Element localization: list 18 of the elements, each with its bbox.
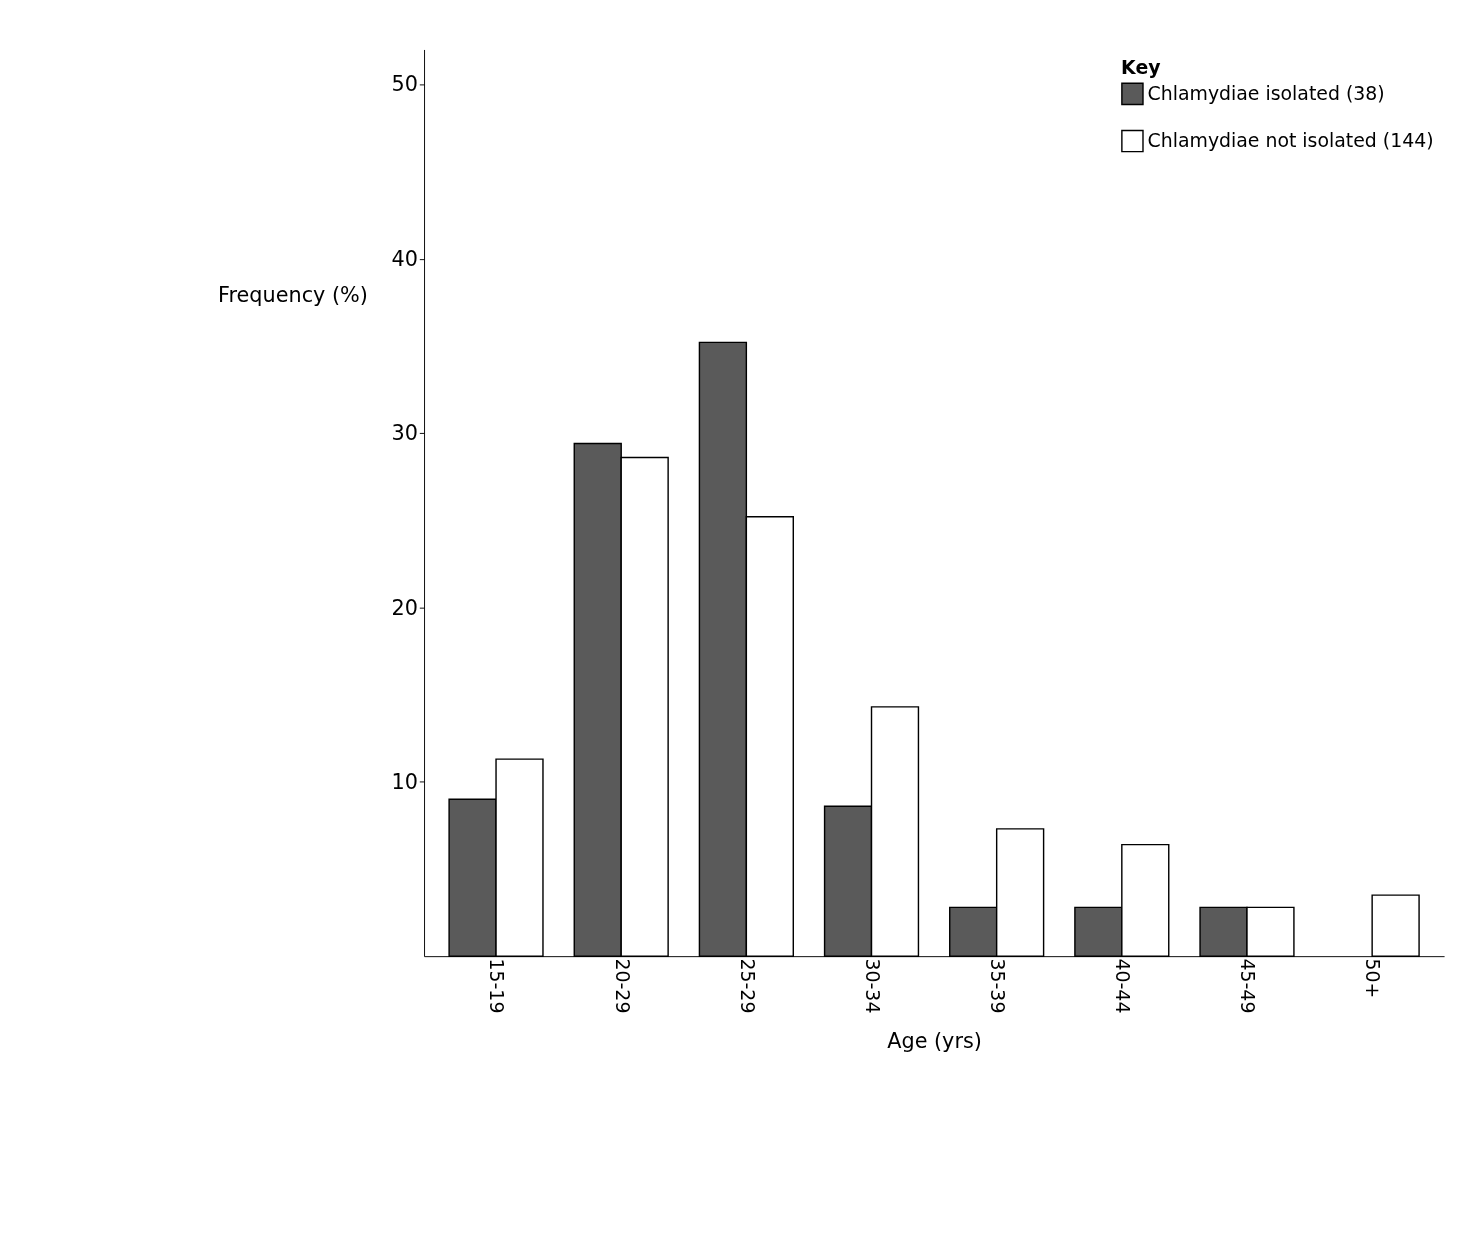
x-tick-label: 45-49 [1237,958,1260,1014]
y-tick-label: 50 [391,72,418,97]
legend-label: Chlamydiae not isolated (144) [1147,128,1434,151]
x-tick-label: 25-29 [736,958,759,1014]
legend-title: Key [1121,56,1161,79]
x-tick-label: 15-19 [486,958,509,1014]
x-tick-label: 20-29 [611,958,634,1014]
y-tick-label: 20 [391,595,418,620]
y-tick-label: 40 [391,246,418,271]
x-tick-label: 40-44 [1112,958,1135,1014]
x-axis-title: Age (yrs) [887,1029,982,1054]
x-tick-label: 35-39 [987,958,1009,1014]
legend-label: Chlamydiae isolated (38) [1147,81,1385,104]
y-tick-label: 30 [391,421,418,446]
y-tick-label: 10 [391,769,418,794]
x-tick-label: 30-34 [861,958,884,1014]
x-tick-label: 50+ [1362,958,1385,999]
y-axis-title: Frequency (%) [218,283,368,308]
